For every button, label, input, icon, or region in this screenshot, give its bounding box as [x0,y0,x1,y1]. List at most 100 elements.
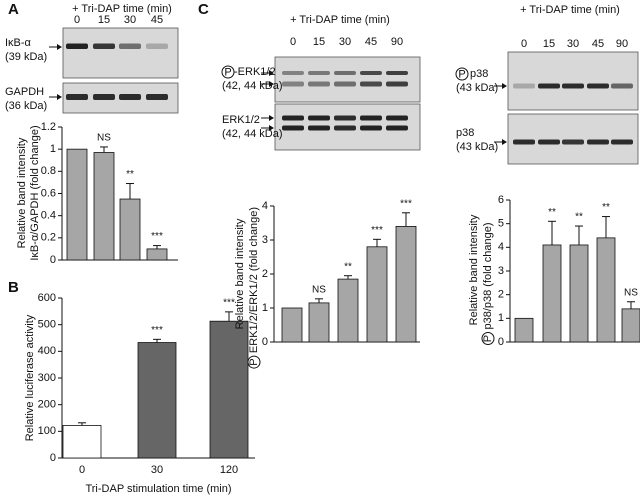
blot-size: (43 kDa) [456,82,498,94]
y-tick-label: 3 [262,234,268,246]
significance-label: *** [223,298,235,309]
significance-label: ** [344,261,352,272]
blot-band [611,83,633,89]
phospho-symbol: P [224,66,231,78]
y-axis-label: Relative band intensity [234,218,246,329]
y-tick-label: 400 [38,345,56,357]
significance-label: *** [400,198,412,209]
y-tick-label: 500 [38,319,56,331]
blot [62,27,179,79]
x-tick-label: 0 [79,464,85,476]
bar [209,320,249,459]
y-tick-label: 2 [262,268,268,280]
phospho-circle [481,332,495,346]
blot-band [308,81,330,87]
phospho-circle [221,65,235,79]
y-tick-label: 100 [38,425,56,437]
y-tick-label: 2 [498,289,504,301]
y-tick-label: 0 [50,452,56,464]
blot-band [308,71,330,75]
lane-label: 30 [339,36,351,48]
blot-band [538,83,560,89]
arrow-head [502,83,507,89]
blot-label: IκB-α [5,37,32,49]
significance-label: NS [624,287,638,298]
arrow-head [269,81,274,87]
lane-header: + Tri-DAP time (min) [290,14,390,26]
significance-label: ** [575,212,583,223]
blot-band [334,81,356,87]
significance-label: ** [548,207,556,218]
y-tick-label: 600 [38,292,56,304]
blot-band [334,125,356,131]
blot-band [360,81,382,87]
y-tick-label: 0 [50,254,56,266]
arrow-head [269,70,274,76]
y-tick-label: 1.2 [41,121,56,133]
lane-header: + Tri-DAP time (min) [520,4,620,16]
lane-label: 30 [567,38,579,50]
y-tick-label: 0.2 [41,232,56,244]
significance-label: NS [312,284,326,295]
lane-label: 90 [391,36,403,48]
blot-band [513,139,535,145]
blot-band [360,125,382,131]
bar [395,225,417,343]
y-tick-label: 1 [262,302,268,314]
lane-label: 0 [74,14,80,26]
lane-label: 90 [616,38,628,50]
x-axis-label: Tri-DAP stimulation time (min) [85,483,231,495]
arrow-head [269,125,274,131]
blot-band [386,125,408,131]
arrow-head [269,115,274,121]
blot-band [66,45,88,49]
arrow-head [57,94,62,100]
significance-label: ** [602,202,610,213]
arrow-head [57,44,62,50]
blot-band [386,115,408,121]
significance-label: *** [371,225,383,236]
significance-label: *** [151,325,163,336]
blot-band [282,115,304,121]
significance-label: *** [151,231,163,242]
y-tick-label: 300 [38,372,56,384]
y-axis-label: Relative band intensity [16,137,28,248]
blot-band [119,94,141,100]
y-tick-label: 0.6 [41,187,56,199]
phospho-symbol: P [248,358,260,365]
blot [507,51,639,111]
blot-band [611,139,633,145]
lane-label: 0 [290,36,296,48]
blot-band [334,115,356,121]
blot-band [360,71,382,75]
blot-band [538,139,560,145]
blot-band [308,115,330,121]
bar [62,425,102,459]
bar [119,198,141,261]
blot-label: p38 [470,68,488,80]
blot-band [308,125,330,131]
blot-size: (42, 44 kDa) [222,128,283,140]
blot-size: (39 kDa) [5,51,47,63]
blot [274,56,421,103]
y-tick-label: 0.4 [41,210,56,222]
y-tick-label: 4 [498,241,504,253]
blot-band [587,139,609,145]
blot-band [386,81,408,87]
phospho-circle [247,355,261,369]
y-tick-label: 200 [38,399,56,411]
y-axis-label: Relative band intensity [468,214,480,325]
lane-label: 45 [365,36,377,48]
blot-band [282,81,304,87]
blot-band [386,71,408,75]
panel-letter: B [8,279,19,296]
y-axis-label: Relative luciferase activity [24,314,36,441]
y-tick-label: 6 [498,194,504,206]
bar [596,237,616,343]
lane-label: 45 [592,38,604,50]
lane-label: 15 [98,14,110,26]
blot-size: (36 kDa) [5,100,47,112]
y-axis-label: p38/p38 (fold change) [482,222,494,329]
blot-band [562,83,584,89]
